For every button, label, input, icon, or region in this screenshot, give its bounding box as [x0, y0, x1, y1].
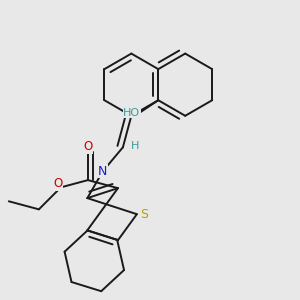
Text: S: S [140, 208, 148, 221]
Text: HO: HO [123, 107, 140, 118]
Text: O: O [83, 140, 92, 153]
Text: N: N [98, 165, 108, 178]
Text: H: H [131, 141, 140, 151]
Text: O: O [53, 177, 62, 190]
